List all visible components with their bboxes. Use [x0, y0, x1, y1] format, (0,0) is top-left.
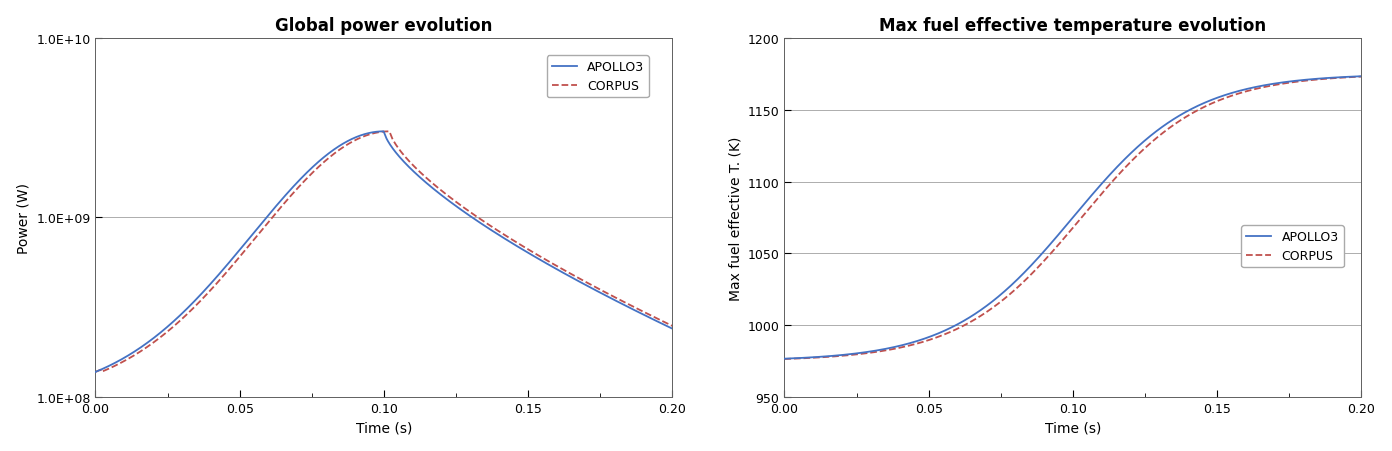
CORPUS — [775, 356, 792, 362]
CORPUS — [423, 180, 440, 185]
CORPUS — [1144, 140, 1161, 145]
APOLLO3 — [88, 369, 104, 375]
Line: APOLLO3: APOLLO3 — [784, 77, 1361, 359]
Title: Global power evolution: Global power evolution — [276, 17, 493, 35]
APOLLO3 — [664, 326, 681, 331]
CORPUS — [122, 355, 139, 360]
CORPUS — [455, 205, 472, 211]
Y-axis label: Max fuel effective T. (K): Max fuel effective T. (K) — [728, 136, 742, 300]
APOLLO3 — [122, 351, 139, 357]
CORPUS — [438, 193, 455, 198]
Line: CORPUS: CORPUS — [96, 132, 672, 372]
CORPUS — [1214, 97, 1231, 103]
CORPUS — [1353, 75, 1370, 80]
APOLLO3 — [423, 185, 440, 190]
Line: CORPUS: CORPUS — [784, 78, 1361, 359]
APOLLO3 — [1111, 162, 1128, 168]
APOLLO3 — [376, 129, 393, 135]
APOLLO3 — [438, 197, 455, 202]
APOLLO3 — [1144, 133, 1161, 138]
APOLLO3 — [812, 354, 828, 360]
Legend: APOLLO3, CORPUS: APOLLO3, CORPUS — [1242, 226, 1343, 268]
APOLLO3 — [455, 209, 472, 215]
X-axis label: Time (s): Time (s) — [356, 420, 412, 434]
CORPUS — [1126, 156, 1143, 161]
APOLLO3 — [775, 356, 792, 362]
Y-axis label: Power (W): Power (W) — [17, 183, 31, 253]
APOLLO3 — [525, 254, 541, 259]
APOLLO3 — [1214, 94, 1231, 100]
Title: Max fuel effective temperature evolution: Max fuel effective temperature evolution — [880, 17, 1267, 35]
CORPUS — [1111, 171, 1128, 177]
Line: APOLLO3: APOLLO3 — [96, 132, 672, 372]
CORPUS — [1272, 82, 1289, 87]
CORPUS — [585, 284, 601, 289]
X-axis label: Time (s): Time (s) — [1045, 420, 1101, 434]
APOLLO3 — [1272, 81, 1289, 86]
APOLLO3 — [1353, 74, 1370, 80]
Legend: APOLLO3, CORPUS: APOLLO3, CORPUS — [547, 56, 649, 98]
CORPUS — [812, 355, 828, 360]
CORPUS — [525, 250, 541, 256]
CORPUS — [381, 129, 398, 135]
CORPUS — [664, 323, 681, 329]
APOLLO3 — [585, 286, 601, 292]
APOLLO3 — [1126, 147, 1143, 153]
CORPUS — [88, 369, 104, 375]
